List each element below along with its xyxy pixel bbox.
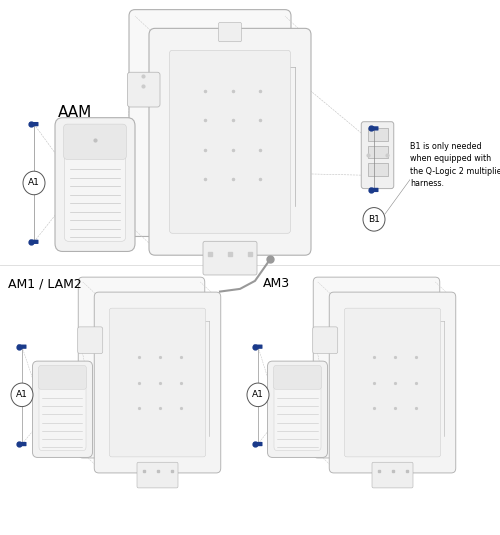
FancyBboxPatch shape: [344, 308, 441, 457]
FancyBboxPatch shape: [170, 50, 290, 233]
FancyBboxPatch shape: [64, 128, 126, 241]
FancyBboxPatch shape: [254, 345, 262, 349]
Circle shape: [23, 171, 45, 195]
Text: A1: A1: [252, 391, 264, 399]
FancyBboxPatch shape: [268, 361, 328, 457]
FancyBboxPatch shape: [137, 462, 178, 488]
FancyBboxPatch shape: [32, 361, 92, 457]
FancyBboxPatch shape: [218, 22, 242, 42]
Text: AM3: AM3: [262, 277, 289, 290]
Text: A1: A1: [16, 391, 28, 399]
FancyBboxPatch shape: [368, 128, 388, 141]
FancyBboxPatch shape: [274, 368, 321, 450]
FancyBboxPatch shape: [368, 146, 388, 158]
Circle shape: [11, 383, 33, 407]
FancyBboxPatch shape: [274, 365, 322, 389]
Circle shape: [247, 383, 269, 407]
Circle shape: [363, 208, 385, 231]
FancyBboxPatch shape: [370, 188, 378, 192]
FancyBboxPatch shape: [18, 442, 26, 446]
FancyBboxPatch shape: [361, 122, 394, 189]
FancyBboxPatch shape: [368, 163, 388, 176]
FancyBboxPatch shape: [39, 368, 86, 450]
FancyBboxPatch shape: [254, 442, 262, 446]
FancyBboxPatch shape: [313, 327, 338, 354]
Text: B1 is only needed
when equipped with
the Q-Logic 2 multiplier
harness.: B1 is only needed when equipped with the…: [410, 142, 500, 188]
Text: AAM: AAM: [58, 105, 92, 120]
FancyBboxPatch shape: [64, 124, 126, 159]
FancyBboxPatch shape: [30, 122, 38, 126]
FancyBboxPatch shape: [78, 277, 205, 458]
FancyBboxPatch shape: [128, 72, 160, 107]
FancyBboxPatch shape: [372, 462, 413, 488]
FancyBboxPatch shape: [149, 28, 311, 255]
FancyBboxPatch shape: [78, 327, 103, 354]
FancyBboxPatch shape: [94, 292, 221, 473]
Text: B1: B1: [368, 215, 380, 224]
FancyBboxPatch shape: [129, 10, 291, 236]
Text: AM1 / LAM2: AM1 / LAM2: [8, 277, 81, 290]
FancyBboxPatch shape: [109, 308, 206, 457]
FancyBboxPatch shape: [55, 118, 135, 251]
FancyBboxPatch shape: [38, 365, 86, 389]
FancyBboxPatch shape: [313, 277, 440, 458]
FancyBboxPatch shape: [18, 345, 26, 349]
FancyBboxPatch shape: [203, 241, 257, 275]
FancyBboxPatch shape: [329, 292, 456, 473]
FancyBboxPatch shape: [30, 240, 38, 244]
Text: A1: A1: [28, 179, 40, 187]
FancyBboxPatch shape: [370, 126, 378, 131]
